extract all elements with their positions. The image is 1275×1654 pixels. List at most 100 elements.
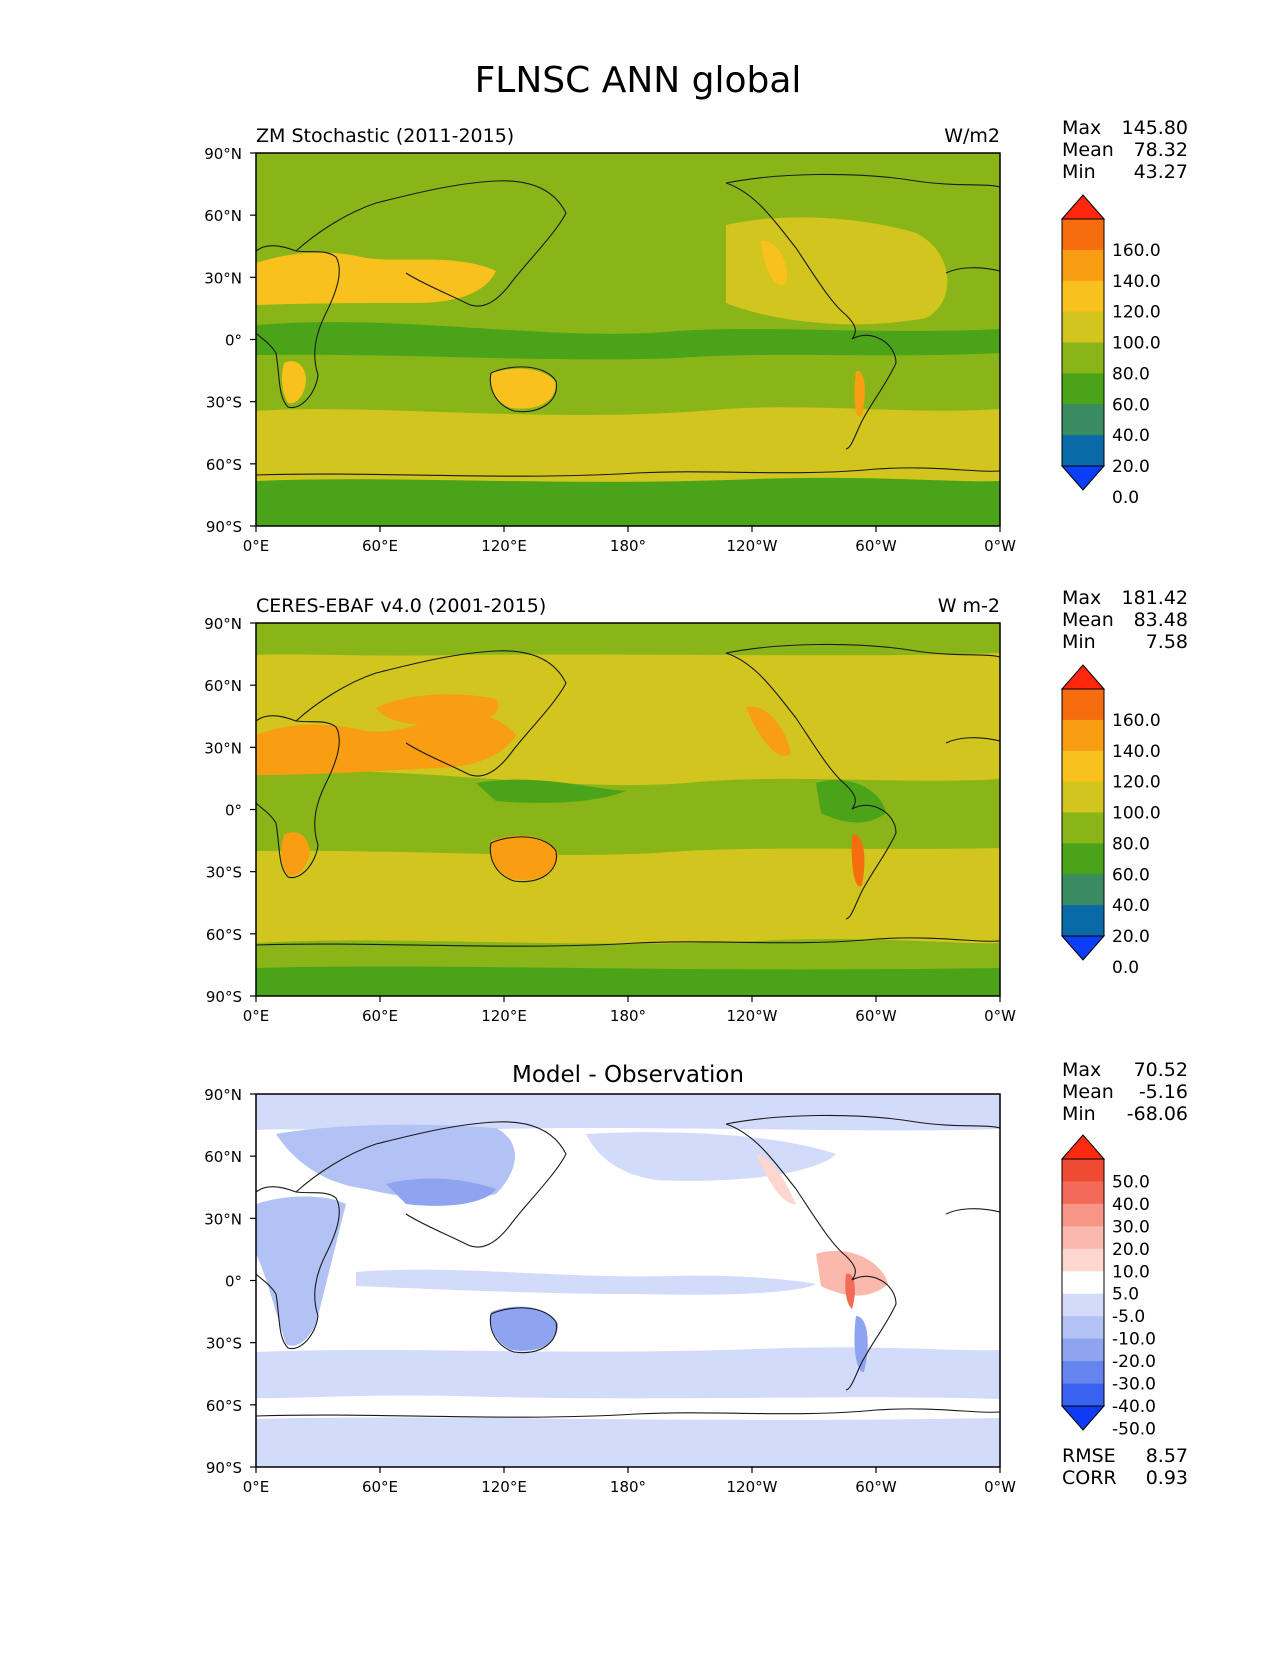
field-red-pacific-coast [756,1154,796,1205]
field-green-itcz [256,770,1000,855]
colorbar-label: -20.0 [1112,1352,1156,1372]
lon-tick-label: 180° [610,1007,646,1025]
colorbar-segment [1062,1361,1104,1385]
colorbar-frame [1061,1158,1105,1407]
field-orange-sahara [256,252,496,305]
panel-2-units: W m-2 [938,595,1000,617]
field-blue-antarctic [256,1417,1000,1467]
colorbar-label: 0.0 [1112,958,1139,978]
colorbar-segment [1062,249,1104,282]
colorbar-segment [1062,404,1104,436]
panel-3-metrics: RMSE 8.57 CORR 0.93 [1062,1445,1188,1489]
colorbar-segment [1062,719,1104,752]
field-green-arctic [256,153,1000,193]
lon-tick-label: 60°E [362,1007,398,1025]
panel-1-left-title: ZM Stochastic (2011-2015) [256,125,514,147]
lat-tick-label: 60°N [204,1148,242,1166]
colorbar-segment [1062,435,1104,467]
field-green-antarctic [256,477,1000,526]
stat-label: Mean [1062,139,1114,161]
colorbar-label: 40.0 [1112,896,1150,916]
stat-label: Mean [1062,1081,1114,1103]
stat-value: 145.80 [1122,117,1188,139]
lat-tick-label: 30°S [206,864,242,882]
field-red-andes [851,834,865,887]
field-green-amazon [816,779,886,823]
colorbar-label: 0.0 [1112,488,1139,508]
metric-label: CORR [1062,1467,1117,1489]
colorbar-label: 120.0 [1112,773,1161,793]
panel-2-map: 90°N 60°N 30°N 0° 30°S 60°S 90°S 0°E 60°E 120°E 1… [204,615,1016,1025]
field-green-itcz-core [476,779,626,803]
panel-1-stats: Max 145.80 Mean 78.32 Min 43.27 [1062,117,1188,183]
field-orange-andes [854,370,865,417]
colorbar-segment [1062,689,1104,721]
field-green-itcz [256,322,1000,360]
colorbar-label: 80.0 [1112,834,1150,854]
panel-3-stats: Max 70.52 Mean -5.16 Min -68.06 [1062,1059,1188,1125]
field-orange-sahara [256,712,516,775]
colorbar-label: 80.0 [1112,364,1150,384]
field-green-antarctic-core [256,966,1000,996]
colorbar-label: 10.0 [1112,1262,1150,1282]
stat-value: 70.52 [1134,1059,1188,1081]
field-orange-australia [490,368,556,409]
panel-2: CERES-EBAF v4.0 (2001-2015) W m-2 [204,587,1188,1025]
panel-1-colorbar: 160.0 140.0 120.0 100.0 80.0 60.0 40.0 20.0 0.0 [1060,194,1161,508]
lat-tick-label: 0° [225,1273,242,1291]
colorbar-label: -10.0 [1112,1330,1156,1350]
lon-tick-label: 120°E [481,1478,527,1496]
lat-tick-label: 60°N [204,207,242,225]
colorbar-label: 160.0 [1112,241,1161,261]
colorbar-segment [1062,1248,1104,1272]
lat-tick-label: 30°N [204,1210,242,1228]
lon-tick-label: 120°W [727,1007,778,1025]
colorbar-segment [1062,1383,1104,1407]
stat-value: 43.27 [1134,161,1188,183]
stat-value: 7.58 [1146,631,1188,653]
colorbar-extend-top [1060,664,1106,690]
lon-tick-label: 60°E [362,1478,398,1496]
colorbar-label: 60.0 [1112,865,1150,885]
colorbar-extend-bottom [1060,935,1106,961]
colorbar-label: -50.0 [1112,1419,1156,1439]
lat-tick-label: 60°S [206,456,242,474]
colorbar-extend-bottom [1060,1405,1106,1431]
field-orange-tibet [376,694,499,726]
lat-tick-label: 90°S [206,518,242,536]
colorbar-segment [1062,219,1104,251]
colorbar-label: 140.0 [1112,742,1161,762]
coastlines [256,1114,1000,1418]
stat-label: Max [1062,1059,1101,1081]
colorbar-label: 40.0 [1112,1195,1150,1215]
panel-2-left-title: CERES-EBAF v4.0 (2001-2015) [256,595,546,617]
panel-1-map: 90°N 60°N 30°N 0° 30°S 60°S 90°S 0°E 60°E 120°E 1… [204,145,1016,555]
lon-tick-label: 60°W [855,1478,897,1496]
colorbar-segment [1062,342,1104,374]
lon-tick-label: 120°W [727,1478,778,1496]
colorbar-label: 30.0 [1112,1217,1150,1237]
lon-tick-label: 0°E [243,1478,270,1496]
field-orange-namerica [761,240,787,285]
colorbar-segment [1062,874,1104,906]
field-green-arctic [256,623,1000,656]
field-orange-australia [490,835,558,880]
colorbar-segment [1062,373,1104,405]
lat-tick-label: 30°S [206,1335,242,1353]
lat-tick-label: 30°N [204,269,242,287]
stat-label: Max [1062,117,1101,139]
stat-label: Max [1062,587,1101,609]
field-blue-arctic [256,1094,1000,1131]
field-red-andes [845,1273,855,1309]
stat-value: 181.42 [1122,587,1188,609]
lat-tick-label: 60°S [206,1397,242,1415]
lat-tick-label: 90°N [204,615,242,633]
panel-3-map: 90°N 60°N 30°N 0° 30°S 60°S 90°S 0°E 60°E 120°E 1… [204,1086,1016,1496]
colorbar-segment [1062,1293,1104,1317]
colorbar-segment [1062,1338,1104,1362]
colorbar-segment [1062,1316,1104,1340]
lon-tick-label: 0°W [984,1478,1016,1496]
field-red-amazon [816,1250,888,1296]
field-blue-tibet [386,1178,496,1206]
field-blue-australia [490,1306,558,1351]
